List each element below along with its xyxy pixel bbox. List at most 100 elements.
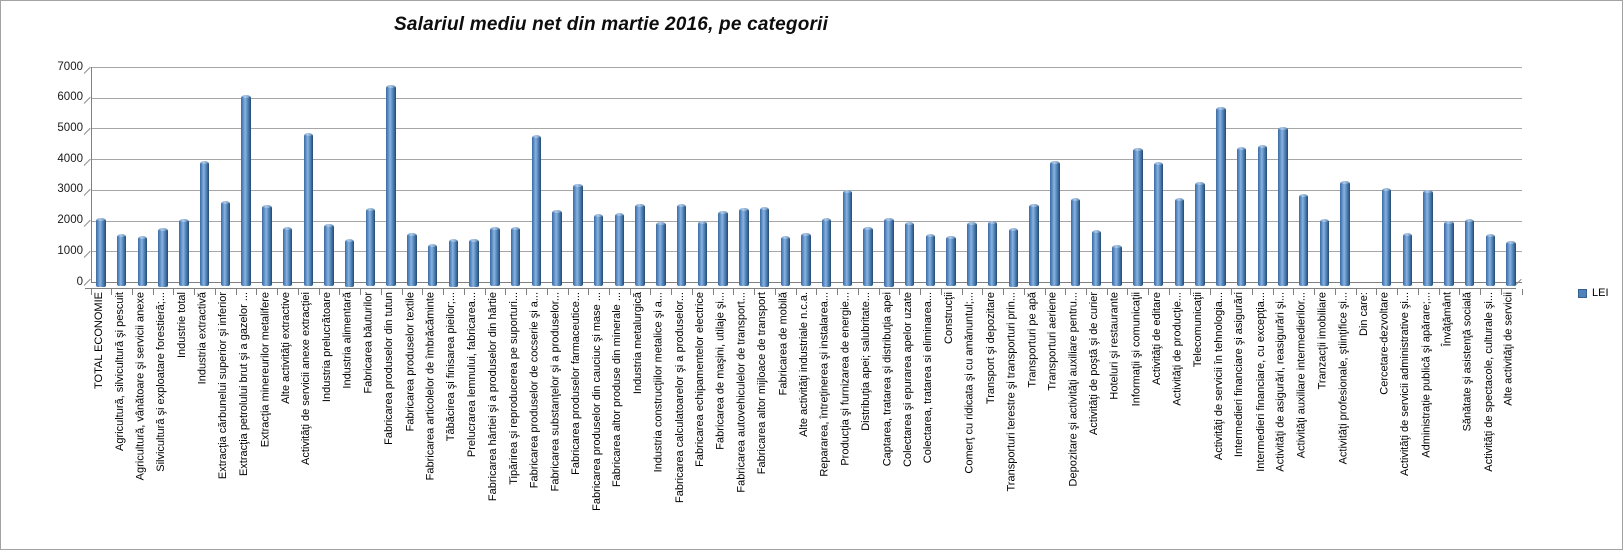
x-axis-label: Alte activităţi de servicii — [1503, 292, 1516, 406]
x-axis-tick — [671, 289, 673, 295]
y-axis-tick-label: 2000 — [57, 214, 83, 227]
bar — [156, 228, 169, 289]
bar — [405, 232, 418, 289]
x-axis-label: Activităţi auxiliare intermedierilor... — [1295, 292, 1308, 459]
y-axis-tick-label: 3000 — [57, 183, 83, 196]
x-axis-tick — [588, 289, 590, 295]
bar — [841, 189, 854, 289]
y-axis-tick-label: 1000 — [57, 244, 83, 257]
bar — [779, 235, 791, 289]
bar — [944, 235, 957, 289]
bar — [1027, 203, 1040, 289]
x-axis-label: Activităţi de servicii administrative şi… — [1399, 292, 1412, 476]
x-axis-tick — [1003, 289, 1005, 295]
bar — [1318, 219, 1331, 289]
x-axis-label: Prelucrarea lemnului, fabricarea... — [466, 292, 479, 458]
x-axis-tick — [961, 289, 963, 295]
x-axis-tick — [733, 289, 735, 295]
x-axis-label: Colectarea, tratarea si eliminarea... — [922, 292, 935, 464]
x-axis-label: Fabricarea produselor de cocserie şi a..… — [528, 292, 541, 489]
bar — [94, 217, 107, 289]
x-axis-label: Administraţie publică şi apărare;... — [1420, 292, 1433, 458]
x-axis-label: Depozitare şi activităţi auxiliare pentr… — [1067, 292, 1080, 487]
x-axis-tick — [899, 289, 901, 295]
bar — [986, 220, 999, 289]
x-axis-tick — [567, 289, 569, 295]
x-axis-tick — [401, 289, 403, 295]
x-axis-label: Învăţământ — [1440, 292, 1453, 347]
x-axis-tick — [1459, 289, 1461, 295]
x-axis-label: Informaţii şi comunicaţii — [1129, 292, 1142, 407]
x-axis-tick — [1044, 289, 1046, 295]
x-axis-label: Fabricarea de mobilă — [777, 292, 790, 396]
bar — [1193, 182, 1206, 289]
x-axis-tick — [1293, 289, 1295, 295]
x-axis-tick — [1023, 289, 1025, 295]
x-axis-label: Hoteluri şi restaurante — [1109, 292, 1122, 400]
bar — [426, 243, 439, 289]
bar — [1069, 197, 1082, 289]
x-axis-tick — [152, 289, 154, 295]
x-axis-tick — [422, 289, 424, 295]
x-axis-tick — [878, 289, 880, 295]
bar — [467, 239, 480, 288]
legend-color-swatch — [1578, 289, 1587, 298]
x-axis-label: Tăbăcirea şi finisarea pieilor;... — [445, 292, 458, 442]
x-axis-label: Extracţia minereurilor metalifere — [258, 292, 271, 448]
x-axis-label: Industria metalurgică — [632, 292, 645, 395]
x-axis-label: Fabricarea produselor din tutun — [383, 292, 396, 445]
x-axis-tick — [650, 289, 652, 295]
bar — [882, 217, 895, 289]
x-axis-tick — [1106, 289, 1108, 295]
x-axis-tick — [1127, 289, 1129, 295]
bar — [1256, 145, 1268, 289]
bar — [1504, 240, 1517, 289]
x-axis-label: Industria extractivă — [196, 292, 209, 385]
bar — [613, 212, 626, 289]
x-axis-label: Activităţi de servicii anexe extracţiei — [300, 292, 313, 466]
bar — [1484, 234, 1497, 289]
x-axis-tick — [90, 289, 92, 295]
x-axis-tick — [754, 289, 756, 295]
x-axis-label: Din care: — [1357, 292, 1370, 337]
y-axis-tick-label: 6000 — [57, 91, 83, 104]
bar — [447, 239, 460, 288]
x-axis-label: Alte activităţi extractive — [279, 292, 292, 404]
x-axis-label: Activităţi profesionale, ştiinţifice şi.… — [1337, 292, 1350, 465]
bar — [654, 222, 667, 289]
x-axis-tick — [318, 289, 320, 295]
x-axis-label: Sănătate şi asistenţă socială — [1461, 292, 1474, 432]
x-axis-label: Tranzacţii imobiliare — [1316, 292, 1329, 390]
x-axis-label: Fabricarea produselor farmaceutice... — [569, 292, 582, 475]
bar — [1401, 232, 1414, 289]
x-axis-label: Agricultură, vânătoare şi servicii anexe — [134, 292, 147, 481]
bar — [281, 226, 294, 289]
x-axis-label: Captarea, tratarea şi distribuţia apei — [880, 292, 893, 467]
bar — [1214, 106, 1227, 289]
x-axis-label: Transporturi pe apă — [1026, 292, 1039, 388]
x-axis-tick — [940, 289, 942, 295]
bar — [571, 183, 584, 289]
gridline — [90, 220, 1522, 222]
x-axis-tick — [1355, 289, 1357, 295]
bar — [1339, 180, 1351, 289]
bar — [1463, 219, 1476, 289]
x-axis-label: Extracţia cărbunelui superior şi inferio… — [217, 292, 230, 480]
x-axis-label: Extracţia petrolului brut şi a gazelor .… — [238, 292, 251, 477]
x-axis-label: Fabricarea altor produse din minerale ..… — [611, 292, 624, 488]
x-axis-tick — [380, 289, 382, 295]
x-axis-tick — [297, 289, 299, 295]
x-axis-tick — [214, 289, 216, 295]
x-axis-tick — [1251, 289, 1253, 295]
x-axis-label: Fabricarea produselor textile — [403, 292, 416, 432]
bar — [509, 226, 522, 289]
bar — [799, 232, 812, 289]
x-axis-label: Industria alimentară — [341, 292, 354, 389]
x-axis-label: Construcţii — [943, 292, 956, 344]
bar — [322, 223, 335, 289]
bar — [530, 134, 543, 289]
bar — [260, 205, 273, 289]
x-axis-label: Fabricarea echipamentelor electrice — [694, 292, 707, 467]
x-axis-label: Fabricarea articolelor de îmbrăcăminte — [424, 292, 437, 481]
y-axis-tick-label: 7000 — [57, 60, 83, 73]
